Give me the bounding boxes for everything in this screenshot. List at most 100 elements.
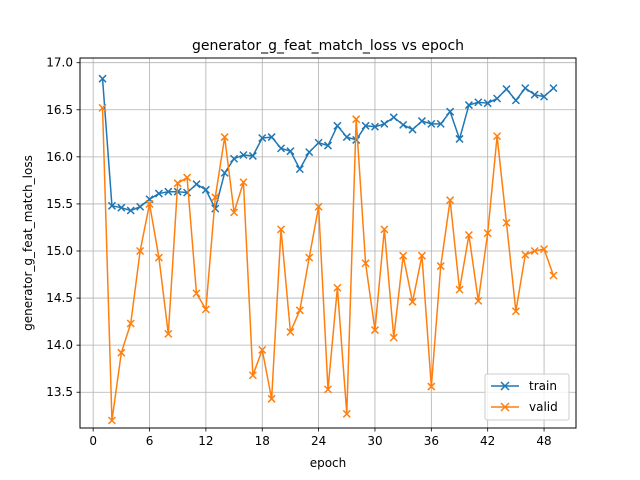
series-train-point bbox=[455, 134, 464, 143]
series-train-point bbox=[521, 84, 530, 93]
series-train-point bbox=[192, 180, 201, 189]
y-tick-label: 17.0 bbox=[46, 56, 73, 70]
series-valid-point bbox=[540, 245, 549, 254]
series-valid-point bbox=[258, 345, 267, 354]
series-train-point bbox=[305, 148, 314, 157]
series-train-point bbox=[323, 141, 333, 150]
series-train-point bbox=[136, 202, 145, 211]
series-valid-point bbox=[164, 329, 173, 338]
series-train-point bbox=[502, 85, 511, 94]
legend: train valid bbox=[484, 373, 570, 421]
series-valid-point bbox=[380, 225, 389, 234]
x-tick-label: 30 bbox=[367, 434, 382, 448]
series-train-point bbox=[333, 121, 342, 130]
series-train-point bbox=[511, 96, 520, 105]
legend-valid-label: valid bbox=[529, 400, 558, 414]
series-train-point bbox=[483, 99, 492, 108]
series-train-point bbox=[427, 119, 436, 128]
series-train-point bbox=[117, 203, 126, 212]
series-train-point bbox=[408, 125, 417, 134]
series-train-point bbox=[239, 150, 248, 160]
series-valid-point bbox=[361, 259, 370, 268]
series-valid-point bbox=[502, 218, 511, 227]
series-train-point bbox=[314, 138, 323, 147]
series-valid-point bbox=[314, 202, 323, 211]
series-train-point bbox=[370, 122, 380, 131]
series-valid-point bbox=[276, 225, 286, 234]
x-tick-label: 24 bbox=[311, 434, 326, 448]
series-train-point bbox=[474, 98, 483, 107]
series-valid-point bbox=[511, 307, 520, 316]
series-valid-point bbox=[136, 246, 145, 256]
series-train-point bbox=[389, 113, 398, 122]
series-layer bbox=[98, 74, 558, 425]
series-valid-point bbox=[399, 251, 408, 260]
series-valid-point bbox=[239, 178, 248, 187]
series-valid-point bbox=[201, 305, 210, 314]
y-tick-label: 15.0 bbox=[46, 244, 73, 258]
series-train-point bbox=[380, 119, 389, 128]
series-valid-point bbox=[352, 115, 361, 124]
y-tick-label: 16.5 bbox=[46, 103, 73, 117]
x-tick-label: 6 bbox=[146, 434, 154, 448]
series-valid-point bbox=[323, 385, 333, 394]
series-train-point bbox=[446, 107, 455, 116]
y-axis-label: generator_g_feat_match_loss bbox=[21, 155, 35, 331]
y-axis-ticks: 13.5 14.0 14.5 15.0 15.5 16.0 16.5 17.0 bbox=[46, 56, 80, 399]
series-train-point bbox=[295, 165, 304, 174]
series-valid-point bbox=[248, 371, 257, 380]
x-tick-label: 48 bbox=[536, 434, 551, 448]
series-train-point bbox=[286, 147, 295, 156]
series-train-point bbox=[107, 201, 116, 210]
series-train-point bbox=[183, 188, 192, 197]
series-train-point bbox=[164, 187, 173, 196]
x-tick-label: 12 bbox=[198, 434, 213, 448]
series-train-point bbox=[220, 168, 229, 177]
x-axis-ticks: 0 6 12 18 24 30 36 42 48 bbox=[89, 428, 552, 448]
legend-valid-marker bbox=[500, 402, 510, 412]
series-valid-point bbox=[305, 253, 314, 262]
series-valid-point bbox=[549, 271, 558, 280]
series-train-point bbox=[549, 84, 558, 93]
y-tick-label: 13.5 bbox=[46, 385, 73, 399]
x-tick-label: 0 bbox=[89, 434, 97, 448]
series-valid-point bbox=[154, 253, 163, 262]
series-train-point bbox=[464, 101, 473, 110]
legend-train-label: train bbox=[529, 379, 557, 393]
y-tick-label: 14.5 bbox=[46, 291, 73, 305]
series-valid-point bbox=[230, 208, 239, 217]
series-train-point bbox=[493, 94, 502, 103]
series-train-point bbox=[201, 185, 210, 194]
series-valid-point bbox=[408, 297, 417, 306]
x-tick-label: 36 bbox=[424, 434, 439, 448]
plot-frame bbox=[79, 57, 577, 429]
series-train-point bbox=[258, 133, 267, 143]
series-valid-point bbox=[464, 230, 473, 240]
series-train-point bbox=[276, 144, 286, 153]
series-valid-point bbox=[389, 333, 398, 342]
series-valid-point bbox=[427, 382, 436, 391]
series-train-point bbox=[540, 92, 549, 101]
series-valid-point bbox=[295, 306, 304, 315]
series-valid-point bbox=[333, 283, 342, 292]
series-train-point bbox=[530, 90, 539, 99]
series-valid-point bbox=[117, 348, 126, 357]
series-valid-point bbox=[183, 173, 192, 182]
series-valid-point bbox=[474, 296, 483, 305]
series-train-point bbox=[417, 117, 426, 126]
series-valid-point bbox=[107, 416, 116, 425]
x-axis-label: epoch bbox=[310, 456, 347, 470]
series-valid-point bbox=[98, 103, 107, 112]
series-valid-point bbox=[173, 179, 182, 188]
series-valid-point bbox=[370, 326, 380, 335]
series-valid-point bbox=[286, 327, 295, 336]
series-train-point bbox=[154, 189, 163, 198]
series-train-point bbox=[98, 74, 107, 83]
series-valid-point bbox=[267, 394, 276, 403]
series-valid-point bbox=[145, 199, 154, 208]
series-valid bbox=[98, 103, 558, 425]
series-valid-point bbox=[530, 246, 539, 256]
x-tick-label: 42 bbox=[480, 434, 495, 448]
series-train-point bbox=[267, 133, 276, 142]
